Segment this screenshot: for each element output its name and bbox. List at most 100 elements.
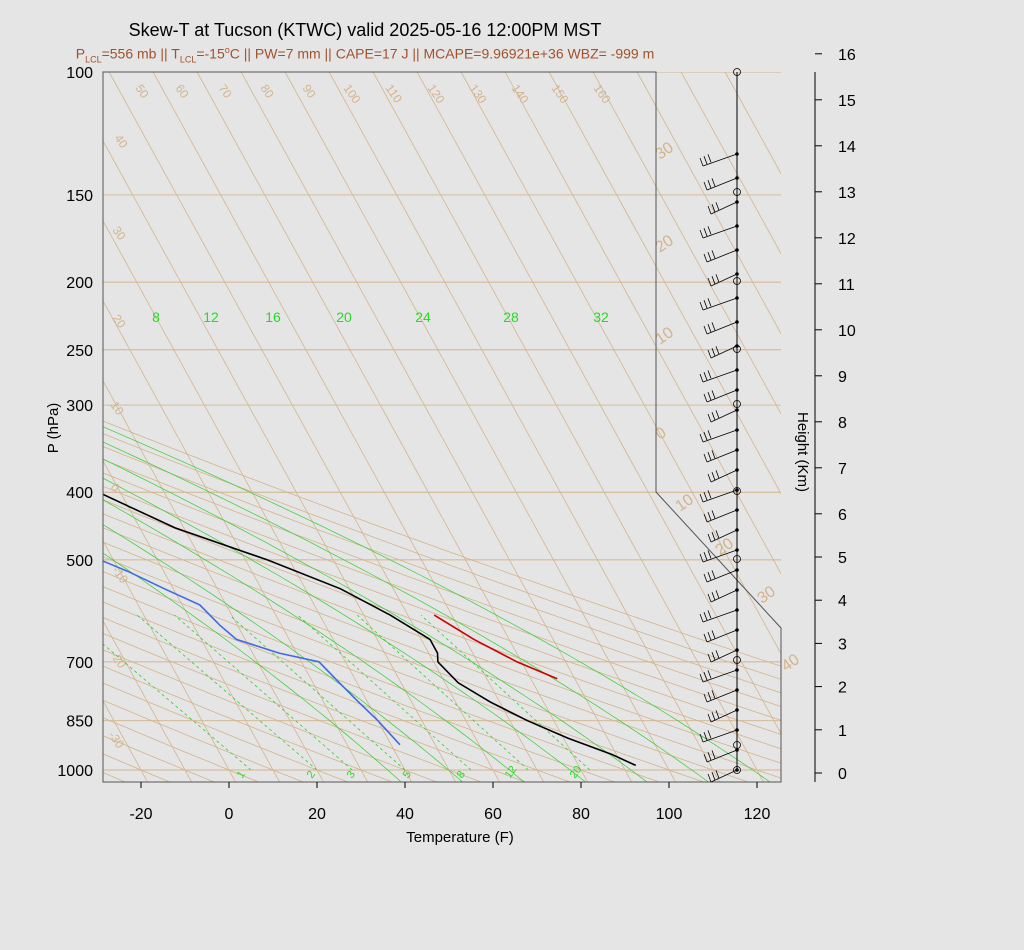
height-tick-label: 0	[838, 766, 847, 783]
dry-adiabat	[103, 665, 394, 782]
moist-adiabat	[103, 441, 710, 782]
dry-adiabat	[103, 556, 705, 782]
barb-dot	[735, 272, 739, 276]
y-tick-label: 250	[66, 343, 93, 360]
isotherm-line	[103, 460, 281, 782]
y-tick-label: 850	[66, 714, 93, 731]
isotherm-line	[152, 72, 545, 782]
y-tick-label: 200	[66, 275, 93, 292]
wind-barb-flag	[707, 490, 712, 499]
barb-calm-circle	[733, 277, 741, 285]
wind-barb-flag	[703, 325, 708, 335]
wind-barb-flag	[707, 653, 712, 663]
wind-barb-flag	[703, 513, 708, 523]
wind-barb-flag	[707, 298, 712, 307]
isotherm-label: -30	[106, 729, 128, 752]
barb-dot	[735, 152, 739, 156]
subtitle-p: P	[75, 45, 86, 62]
barb-calm-circle	[733, 741, 741, 749]
isotherm-label: 130	[467, 82, 490, 107]
isotherm-label: 150	[549, 82, 572, 107]
subtitle-p-sub: LCL	[85, 54, 102, 65]
y-tick-label: 400	[66, 485, 93, 502]
dry-adiabat	[103, 513, 781, 764]
mixing-ratio-label: 5	[401, 769, 414, 781]
dry-adiabat	[103, 586, 616, 782]
height-tick-label: 6	[838, 507, 847, 524]
barb-dot	[735, 708, 739, 712]
moist-adiabat	[103, 524, 464, 782]
barb-dot	[735, 248, 739, 252]
isotherm-line	[103, 380, 325, 782]
moist-adiabat-label: 12	[203, 309, 219, 325]
wind-barb-flag	[703, 253, 708, 263]
barb-dot	[735, 648, 739, 652]
wind-barb	[702, 297, 738, 311]
dry-adiabat	[103, 699, 305, 782]
wind-barb-flag	[707, 226, 712, 235]
isotherm-label: 20	[110, 312, 129, 331]
wind-barb-flag	[707, 730, 712, 739]
dry-adiabat	[103, 459, 781, 707]
barb-calm-circle	[733, 656, 741, 664]
barb-dot	[735, 548, 739, 552]
wind-barb-flag	[703, 228, 708, 237]
x-tick-label: 80	[572, 806, 590, 823]
y-tick-label: 500	[66, 553, 93, 570]
wind-barb-flag	[715, 274, 720, 283]
barb-dot	[735, 344, 739, 348]
wind-barb-flag	[703, 156, 708, 165]
isotherm-line	[103, 540, 237, 782]
barb-calm-circle	[733, 487, 741, 495]
wind-barb-flag	[707, 180, 712, 189]
x-axis-label: Temperature (F)	[406, 829, 514, 846]
x-tick-label: 60	[484, 806, 502, 823]
isotherm-line	[103, 220, 413, 782]
wind-barb-flag	[707, 473, 712, 483]
isotherm-label: 120	[425, 82, 448, 107]
chart-title: Skew-T at Tucson (KTWC) valid 2025-05-16…	[128, 20, 602, 40]
wind-barb-flag	[711, 348, 716, 357]
wind-barb-flag	[715, 410, 720, 419]
moist-adiabat-label: 20	[336, 309, 352, 325]
mixing-ratio-label: 2	[305, 769, 318, 781]
wind-barb-flag	[707, 205, 712, 215]
height-tick-label: 8	[838, 415, 847, 432]
mixing-ratio-label: 12	[503, 764, 520, 781]
isotherm-label: 100	[341, 82, 364, 107]
wind-barb-flag	[699, 673, 704, 683]
barb-dot	[735, 428, 739, 432]
wind-barb-flag	[699, 433, 704, 443]
wind-barb-flag	[707, 713, 712, 723]
wind-barb	[706, 449, 738, 463]
isotherm-label: 80	[258, 82, 277, 101]
wind-barb-flag	[707, 512, 712, 521]
moist-adiabat-label: 16	[265, 309, 281, 325]
wind-barb-flag	[707, 324, 712, 333]
barb-dot	[735, 224, 739, 228]
barb-dot	[735, 388, 739, 392]
height-axis-label: Height (Km)	[794, 412, 811, 492]
wind-barb-flag	[703, 573, 708, 583]
dry-adiabat	[103, 541, 750, 782]
mixing-ratio-label: 1	[235, 769, 248, 781]
wind-barb-flag	[715, 770, 720, 779]
isotherm-line	[103, 140, 457, 782]
wind-barb-flag	[699, 301, 704, 311]
moist-adiabat-label: 8	[152, 309, 160, 325]
wind-barb	[702, 225, 738, 239]
barb-dot	[735, 488, 739, 492]
isotherm-right-label: 0	[653, 424, 670, 443]
wind-barb-flag	[703, 753, 708, 763]
barb-dot	[735, 408, 739, 412]
wind-barb-flag	[711, 178, 716, 187]
wind-barb-flag	[703, 672, 708, 681]
subtitle-p-val: =556 mb ||	[101, 45, 172, 62]
wind-barb-flag	[711, 322, 716, 331]
parcel-curve	[433, 614, 558, 680]
barb-dot	[735, 528, 739, 532]
height-tick-label: 9	[838, 369, 847, 386]
y-tick-label: 150	[66, 188, 93, 205]
wind-barb-flag	[711, 204, 716, 213]
isotherm-line	[108, 72, 501, 782]
